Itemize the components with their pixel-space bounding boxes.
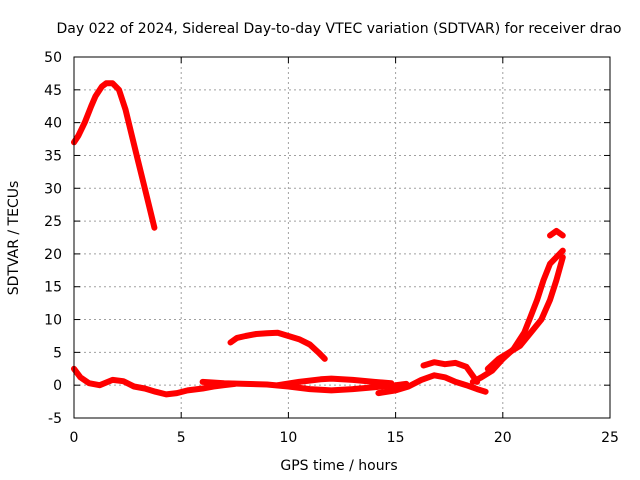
gridlines	[74, 57, 610, 418]
axis-ticks: 0 5 10 15 20 25 -5 0 5 10 15 20 25 30 35 40 45 50	[44, 50, 619, 446]
series-line-arc-1	[71, 80, 158, 231]
x-tick-label: 0	[70, 430, 79, 446]
chart-title: Day 022 of 2024, Sidereal Day-to-day VTE…	[56, 21, 621, 37]
x-tick-label: 5	[177, 430, 186, 446]
y-tick-label: 45	[44, 83, 62, 99]
series-line-arc-7	[420, 359, 481, 385]
y-tick-label: -5	[48, 411, 62, 427]
y-tick-label: 10	[44, 313, 62, 329]
series-line-arc-3	[71, 365, 238, 398]
series-line-arc-9	[484, 254, 566, 372]
series-line-arc-10	[547, 227, 566, 239]
x-tick-label: 10	[279, 430, 297, 446]
x-tick-label: 15	[387, 430, 405, 446]
y-tick-label: 25	[44, 214, 62, 230]
series-line-arc-4	[199, 378, 410, 394]
series-line-arc-5	[274, 375, 395, 389]
plot-frame	[73, 56, 611, 419]
y-tick-label: 50	[44, 50, 62, 66]
y-tick-label: 40	[44, 116, 62, 132]
x-tick-label: 25	[601, 430, 619, 446]
series-line-arc-6	[375, 372, 489, 397]
series-line-arc-8	[469, 247, 566, 385]
y-tick-label: 30	[44, 181, 62, 197]
y-tick-label: 20	[44, 247, 62, 263]
y-tick-label: 35	[44, 148, 62, 164]
data-series	[71, 80, 566, 398]
series-line-arc-2	[227, 329, 328, 362]
x-tick-label: 20	[494, 430, 512, 446]
x-axis-title: GPS time / hours	[280, 458, 397, 474]
y-tick-label: 15	[44, 280, 62, 296]
y-tick-label: 5	[53, 345, 62, 361]
y-tick-label: 0	[53, 378, 62, 394]
y-axis-title: SDTVAR / TECUs	[6, 181, 22, 296]
